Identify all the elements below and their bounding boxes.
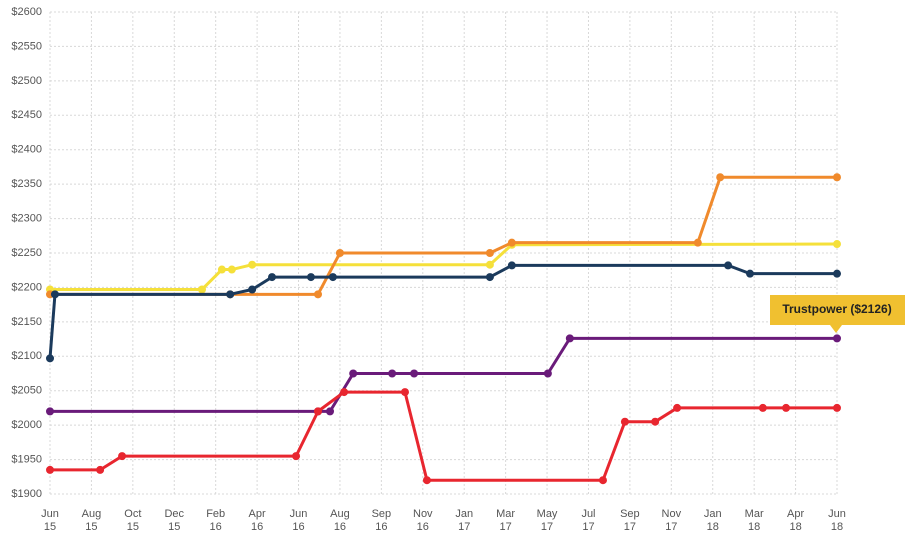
x-tick-label: May 17 [537, 508, 558, 533]
x-tick-label: Jun 16 [290, 508, 308, 533]
data-point [388, 369, 397, 378]
x-tick-label: Mar 18 [745, 508, 764, 533]
data-point [226, 290, 235, 299]
data-point [833, 403, 841, 412]
y-tick-label: $1950 [11, 453, 42, 465]
data-point [46, 354, 54, 363]
y-tick-label: $2300 [11, 212, 42, 224]
y-tick-label: $2200 [11, 281, 42, 293]
x-tick-label: Nov 16 [413, 508, 433, 533]
data-point [198, 285, 207, 294]
data-point [485, 260, 494, 269]
y-tick-label: $2550 [11, 40, 42, 52]
data-point [313, 290, 322, 299]
x-tick-label: Apr 18 [787, 508, 804, 533]
data-point [335, 249, 344, 257]
x-tick-label: Sep 16 [372, 508, 392, 533]
data-point [485, 249, 494, 257]
series-line [48, 263, 837, 359]
data-point [673, 403, 682, 412]
series-line [50, 242, 838, 291]
data-point [118, 452, 127, 461]
x-tick-label: Aug 15 [82, 508, 102, 533]
data-point [716, 173, 725, 182]
data-point [227, 265, 236, 274]
x-tick-label: Dec 15 [164, 508, 184, 533]
data-point [782, 403, 791, 412]
tooltip-box [770, 295, 905, 333]
data-point [543, 369, 552, 378]
y-tick-label: $2150 [11, 316, 42, 328]
data-point [833, 240, 841, 249]
data-point [693, 238, 702, 247]
x-tick-label: Sep 17 [620, 508, 640, 533]
data-point [724, 261, 733, 270]
data-point [217, 265, 226, 274]
x-tick-label: Oct 15 [124, 508, 141, 533]
y-tick-label: $2350 [11, 178, 42, 190]
data-point [746, 269, 755, 278]
data-point [340, 388, 349, 397]
x-tick-label: Jan 17 [455, 508, 473, 533]
data-point [349, 369, 358, 378]
data-point [833, 269, 841, 278]
x-tick-label: Feb 16 [206, 508, 225, 533]
y-tick-label: $2000 [11, 419, 42, 431]
data-point [507, 238, 516, 247]
data-point [292, 452, 301, 461]
data-point [326, 407, 335, 416]
y-tick-label: $2250 [11, 247, 42, 259]
x-tick-label: Mar 17 [496, 508, 515, 533]
tooltip-text: Trustpower ($2126) [782, 302, 891, 316]
data-point [833, 334, 841, 343]
y-tick-label: $2050 [11, 385, 42, 397]
data-point [96, 465, 105, 474]
x-tick-label: Jun 15 [41, 508, 59, 533]
x-tick-label: Jun 18 [828, 508, 846, 533]
data-point [268, 273, 277, 282]
y-tick-label: $2100 [11, 350, 42, 362]
data-point [400, 388, 409, 397]
y-tick-label: $2500 [11, 75, 42, 87]
y-tick-label: $2400 [11, 144, 42, 156]
data-point [46, 407, 54, 416]
plot-area: $1900 $1950 $2000 $2050 $2100 $2150 $2200 $2250… [11, 6, 845, 533]
x-tick-label: Nov 17 [662, 508, 682, 533]
y-tick-label: $1900 [11, 488, 42, 500]
data-point [485, 273, 494, 282]
data-point [598, 476, 607, 485]
data-point [313, 407, 322, 416]
y-tick-label: $2600 [11, 6, 42, 18]
data-point [758, 403, 767, 412]
x-tick-label: Apr 16 [249, 508, 266, 533]
tooltip: Trustpower ($2126) [770, 295, 905, 333]
data-point [833, 173, 841, 182]
x-tick-label: Jan 18 [704, 508, 722, 533]
data-point [422, 476, 431, 485]
data-point [50, 290, 59, 299]
data-point [410, 369, 419, 378]
data-point [328, 273, 337, 282]
series-line [50, 336, 837, 413]
data-point [46, 465, 54, 474]
data-point [620, 417, 629, 426]
y-tick-label: $2450 [11, 109, 42, 121]
data-point [306, 273, 315, 282]
x-tick-label: Jul 17 [581, 508, 595, 533]
data-point [651, 417, 660, 426]
data-point [507, 261, 516, 270]
x-tick-label: Aug 16 [330, 508, 350, 533]
data-point [248, 285, 257, 294]
series-line [50, 390, 837, 482]
data-point [565, 334, 574, 343]
data-point [248, 260, 257, 269]
